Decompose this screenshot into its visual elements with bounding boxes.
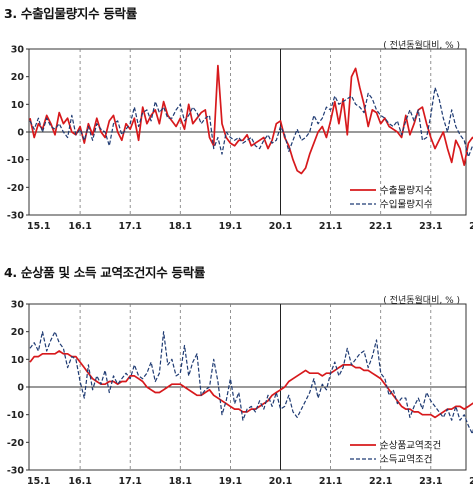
x-tick-label: 24.1 (469, 221, 473, 232)
x-tick-label: 23.1 (419, 476, 442, 487)
legend-label-2: 수입물량지수 (380, 199, 433, 211)
series-line-1 (29, 64, 473, 175)
x-tick-label: 24.1 (469, 476, 473, 487)
legend-label-2: 소득교역조건 (380, 455, 432, 466)
x-tick-label: 19.1 (219, 476, 242, 487)
chart-terms-of-trade: -30 -20 -10 0 10 20 30 15.1 16.1 17.1 18.1 19.1 20.1… (7, 300, 473, 487)
y-tick-label: -30 (7, 211, 25, 222)
x-tick-label: 17.1 (118, 476, 141, 487)
y-tick-label: -30 (7, 466, 25, 477)
x-tick-label: 21.1 (319, 476, 342, 487)
y-tick-label: -10 (7, 155, 25, 166)
x-tick-label: 15.1 (27, 476, 50, 487)
x-tick-label: 20.1 (269, 476, 292, 487)
x-tick-label: 17.1 (118, 221, 141, 232)
y-tick-label: 30 (11, 45, 25, 56)
y-tick-label: 0 (17, 383, 24, 394)
x-tick-label: 22.1 (369, 476, 392, 487)
x-tick-label: 20.1 (269, 221, 292, 232)
unit-note-2: ( 전년동월대비, % ) (383, 296, 460, 306)
x-tick-label: 22.1 (369, 221, 392, 232)
y-tick-label: 20 (11, 327, 25, 338)
legend-label-1: 순상품교역조건 (380, 441, 441, 452)
y-tick-label: -20 (7, 438, 25, 449)
chart-title-export-import-volume: 3. 수출입물량지수 등락률 (4, 6, 137, 21)
x-tick-label: 23.1 (419, 221, 442, 232)
series-line-2 (29, 331, 473, 435)
x-tick-label: 19.1 (219, 221, 242, 232)
y-tick-label: 0 (17, 128, 24, 139)
unit-note-1: ( 전년동월대비, % ) (383, 41, 460, 51)
x-tick-label: 21.1 (319, 221, 342, 232)
x-tick-label: 16.1 (68, 476, 91, 487)
x-tick-label: 16.1 (68, 221, 91, 232)
x-tick-label: 15.1 (27, 221, 50, 232)
y-tick-label: 30 (11, 300, 25, 311)
series-line-2 (29, 87, 473, 158)
x-tick-label: 18.1 (169, 221, 192, 232)
y-tick-label: 10 (11, 355, 25, 366)
legend-label-1: 수출물량지수 (380, 185, 433, 197)
y-tick-label: 20 (11, 72, 25, 83)
y-tick-label: 10 (11, 100, 25, 111)
chart-title-terms-of-trade: 4. 순상품 및 소득 교역조건지수 등락률 (4, 265, 206, 280)
chart-export-import-volume: -30 -20 -10 0 10 20 30 15.1 16.1 17.1 18.1 19.1 20.1… (7, 45, 473, 232)
y-tick-label: -20 (7, 183, 25, 194)
x-tick-label: 18.1 (169, 476, 192, 487)
y-tick-label: -10 (7, 410, 25, 421)
